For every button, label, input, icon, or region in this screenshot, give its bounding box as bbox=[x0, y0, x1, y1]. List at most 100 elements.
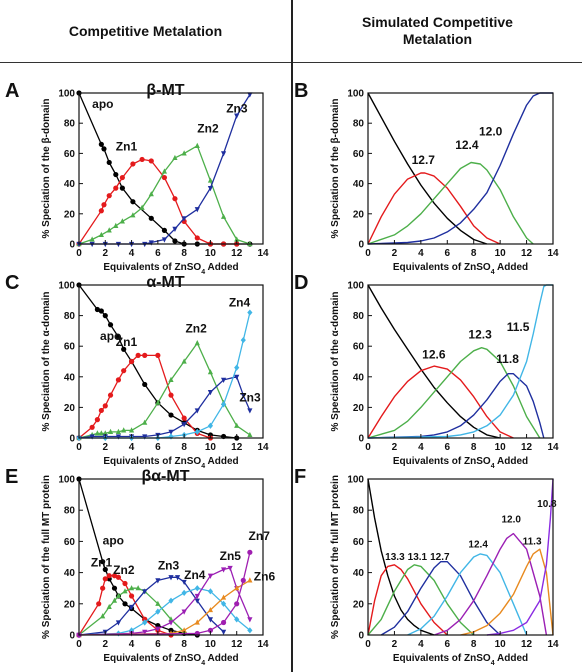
data-point bbox=[168, 376, 174, 382]
data-point bbox=[207, 606, 214, 613]
data-point bbox=[181, 216, 187, 222]
data-point bbox=[142, 434, 148, 440]
plot-frame bbox=[367, 92, 554, 245]
header-competitive-metalation: Competitive Metalation bbox=[0, 0, 291, 62]
data-point bbox=[142, 619, 148, 626]
data-point bbox=[98, 208, 104, 214]
x-tick-label: 0 bbox=[76, 442, 82, 453]
curve-label: Zn5 bbox=[220, 549, 242, 563]
data-point bbox=[102, 576, 108, 582]
curve-label: 11.3 bbox=[523, 537, 542, 548]
y-tick-label: 100 bbox=[347, 475, 364, 486]
data-point bbox=[227, 565, 233, 572]
series-line bbox=[78, 284, 237, 439]
data-point bbox=[106, 159, 112, 166]
data-point bbox=[142, 589, 148, 595]
data-point bbox=[89, 424, 95, 430]
series-line bbox=[367, 92, 488, 245]
y-tick-label: 80 bbox=[353, 119, 365, 130]
data-point bbox=[234, 422, 240, 428]
data-point bbox=[220, 213, 227, 219]
curve-label: 11.5 bbox=[507, 320, 530, 334]
data-point bbox=[121, 427, 127, 433]
series-line bbox=[407, 553, 528, 636]
curve-label: 12.0 bbox=[501, 515, 521, 526]
data-point bbox=[181, 150, 187, 156]
x-tick-label: 2 bbox=[103, 248, 109, 259]
y-tick-label: 80 bbox=[64, 506, 76, 517]
data-point bbox=[130, 161, 136, 167]
x-tick-label: 0 bbox=[365, 639, 371, 650]
data-point bbox=[115, 377, 122, 383]
curve-label: Zn3 bbox=[239, 390, 261, 404]
panel-letter: A bbox=[5, 80, 19, 102]
data-point bbox=[194, 428, 200, 435]
curve-label: 12.4 bbox=[468, 540, 488, 551]
series-curve-2 bbox=[367, 564, 475, 636]
data-point bbox=[172, 226, 178, 232]
curve-label: apo bbox=[92, 97, 113, 111]
data-point bbox=[135, 352, 141, 358]
y-tick-label: 0 bbox=[358, 631, 364, 642]
series-line bbox=[367, 284, 553, 439]
data-point bbox=[207, 573, 214, 579]
series-line bbox=[367, 564, 475, 636]
data-point bbox=[168, 575, 174, 581]
y-tick-label: 40 bbox=[64, 568, 76, 579]
data-point bbox=[155, 626, 161, 632]
data-point bbox=[102, 403, 108, 409]
data-point bbox=[98, 407, 104, 414]
x-tick-label: 2 bbox=[392, 639, 398, 650]
data-point bbox=[102, 313, 108, 319]
data-point bbox=[207, 588, 214, 595]
panel-letter: C bbox=[5, 272, 19, 294]
data-point bbox=[240, 577, 246, 584]
series-line bbox=[486, 478, 554, 636]
data-point bbox=[247, 577, 253, 583]
x-tick-label: 10 bbox=[495, 248, 507, 259]
series-line bbox=[380, 561, 501, 636]
data-point bbox=[207, 369, 214, 375]
y-tick-label: 60 bbox=[353, 342, 365, 353]
data-point bbox=[247, 627, 253, 634]
chart-panel-d: D 0 2 4 6 8 10 12 14 0 20 40 60 80 100 Equivalents of Z… bbox=[294, 272, 559, 470]
data-point bbox=[142, 629, 148, 635]
data-point bbox=[234, 616, 240, 623]
y-tick-label: 0 bbox=[69, 631, 75, 642]
data-point bbox=[234, 585, 240, 591]
data-point bbox=[98, 231, 104, 238]
x-axis-label: Equivalents of ZnSO4 Added bbox=[103, 262, 238, 276]
data-point bbox=[168, 433, 174, 440]
data-point bbox=[101, 146, 107, 152]
data-point bbox=[130, 199, 136, 205]
curve-label: 13.1 bbox=[408, 552, 428, 563]
data-point bbox=[247, 92, 253, 98]
x-tick-label: 10 bbox=[495, 639, 507, 650]
series-line bbox=[78, 567, 251, 636]
data-point bbox=[194, 593, 200, 600]
data-point bbox=[115, 574, 122, 580]
x-tick-label: 14 bbox=[257, 248, 269, 259]
header-right-line1: Simulated Competitive bbox=[362, 14, 513, 30]
x-tick-label: 12 bbox=[231, 248, 243, 259]
x-tick-label: 8 bbox=[181, 639, 187, 650]
data-point bbox=[128, 593, 135, 599]
chart-panel-b: B 0 2 4 6 8 10 12 14 0 20 40 60 80 100 Equivalents of Z… bbox=[294, 80, 559, 276]
data-point bbox=[128, 604, 135, 611]
x-tick-label: 8 bbox=[181, 248, 187, 259]
x-tick-label: 10 bbox=[205, 442, 217, 453]
panel-letter: B bbox=[294, 80, 308, 102]
curve-label: Zn6 bbox=[254, 569, 276, 583]
data-point bbox=[194, 235, 200, 241]
y-tick-label: 40 bbox=[64, 179, 76, 190]
data-point bbox=[220, 377, 227, 383]
series-zn3 bbox=[76, 575, 227, 639]
data-point bbox=[181, 358, 187, 364]
x-tick-label: 10 bbox=[205, 248, 217, 259]
curve-label: Zn1 bbox=[116, 335, 138, 349]
data-point bbox=[194, 207, 200, 213]
data-point bbox=[194, 585, 200, 592]
y-axis-label: % Speciation of the full MT protein bbox=[330, 475, 341, 639]
data-point bbox=[172, 238, 178, 244]
y-tick-label: 0 bbox=[69, 434, 75, 445]
